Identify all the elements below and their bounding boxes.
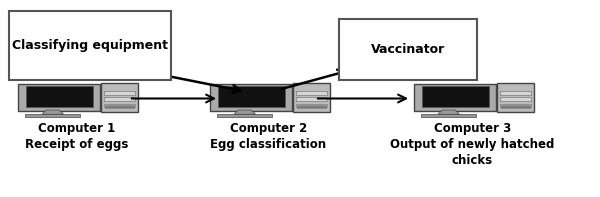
Text: Computer 2
Egg classification: Computer 2 Egg classification (210, 122, 326, 151)
FancyBboxPatch shape (211, 84, 292, 111)
FancyBboxPatch shape (296, 91, 326, 95)
Text: Vaccinator: Vaccinator (371, 43, 445, 56)
FancyBboxPatch shape (500, 91, 530, 95)
FancyBboxPatch shape (25, 114, 80, 117)
FancyBboxPatch shape (500, 97, 530, 101)
FancyBboxPatch shape (104, 104, 134, 107)
FancyBboxPatch shape (296, 97, 326, 101)
Text: Computer 3
Output of newly hatched
chicks: Computer 3 Output of newly hatched chick… (390, 122, 554, 166)
FancyBboxPatch shape (104, 97, 134, 101)
Polygon shape (234, 110, 256, 114)
FancyBboxPatch shape (104, 91, 134, 95)
FancyBboxPatch shape (497, 83, 534, 112)
Text: Computer 1
Receipt of eggs: Computer 1 Receipt of eggs (25, 122, 128, 151)
FancyBboxPatch shape (415, 84, 496, 111)
Polygon shape (438, 110, 460, 114)
FancyBboxPatch shape (26, 86, 92, 107)
Polygon shape (42, 110, 64, 114)
FancyBboxPatch shape (296, 104, 326, 107)
FancyBboxPatch shape (421, 114, 476, 117)
FancyBboxPatch shape (500, 104, 530, 107)
FancyBboxPatch shape (421, 86, 488, 107)
FancyBboxPatch shape (217, 114, 272, 117)
Text: Classifying equipment: Classifying equipment (12, 39, 168, 52)
FancyBboxPatch shape (218, 86, 284, 107)
FancyBboxPatch shape (9, 11, 171, 80)
FancyBboxPatch shape (101, 83, 138, 112)
FancyBboxPatch shape (293, 83, 330, 112)
FancyBboxPatch shape (19, 84, 100, 111)
FancyBboxPatch shape (339, 19, 477, 80)
